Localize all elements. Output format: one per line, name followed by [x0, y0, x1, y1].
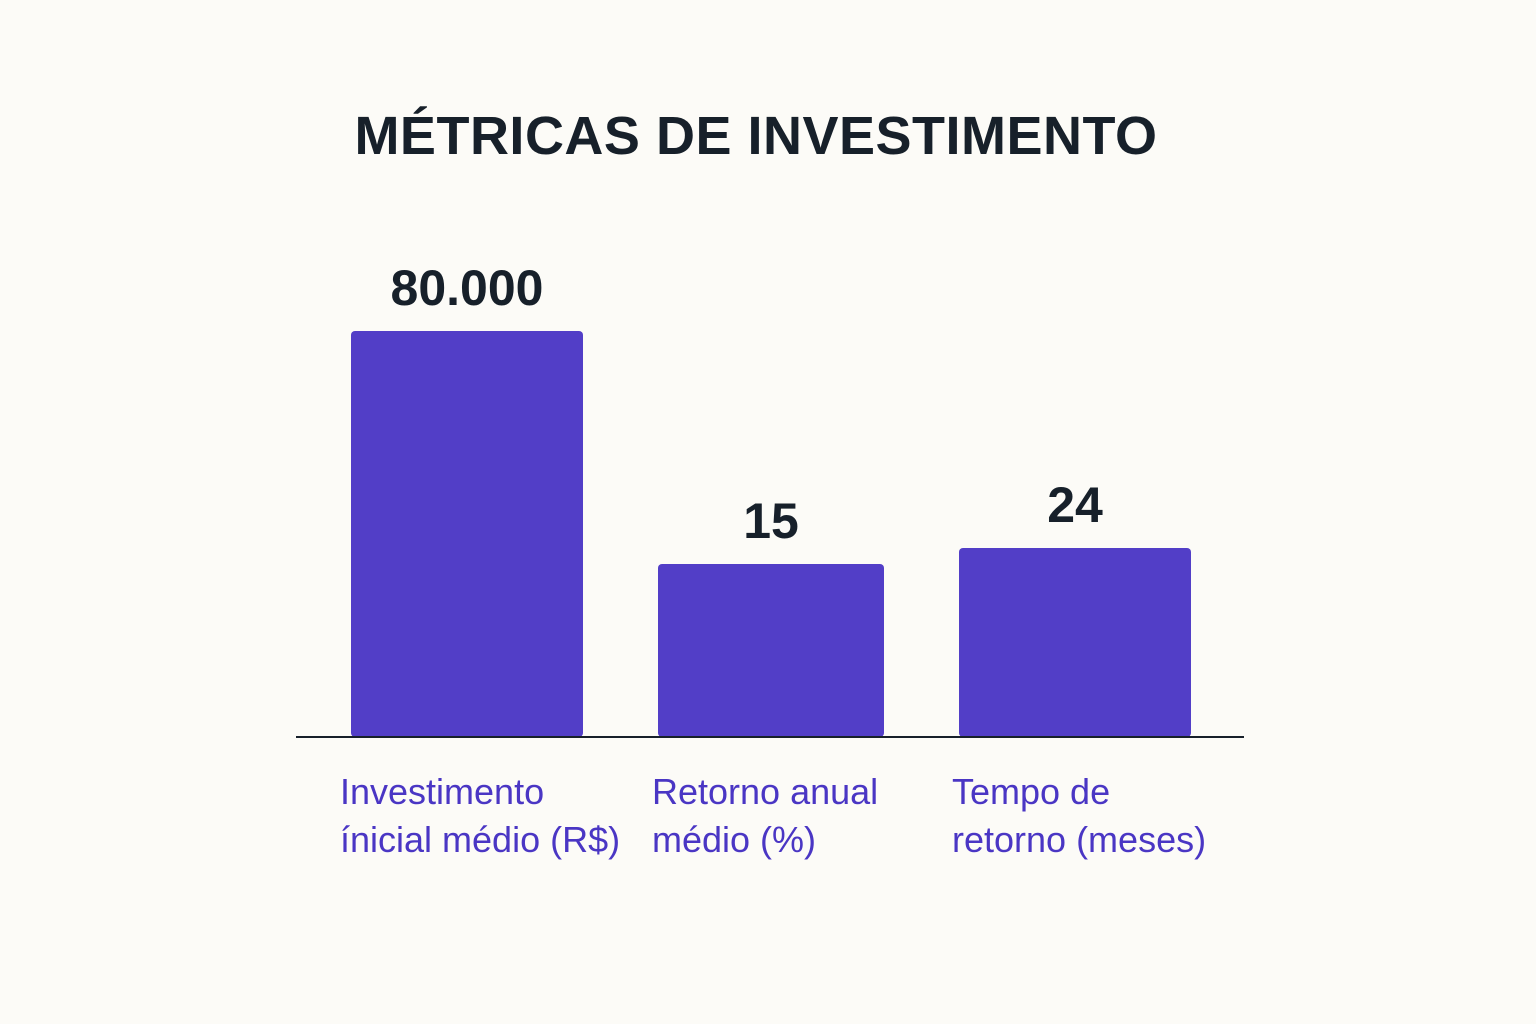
category-label-investimento: Investimento ínicial médio (R$)	[340, 771, 621, 860]
bar-tempo-retorno	[959, 548, 1191, 737]
category-label-tempo-retorno: Tempo de retorno (meses)	[952, 771, 1207, 860]
value-label-retorno-anual: 15	[743, 493, 799, 549]
bars-layer	[351, 331, 1191, 737]
category-label-retorno-anual: Retorno anual médio (%)	[652, 771, 879, 860]
value-labels-layer: 80.000 15 24	[391, 260, 1103, 549]
chart-title: MÉTRICAS DE INVESTIMENTO	[354, 106, 1158, 166]
value-label-investimento: 80.000	[391, 260, 544, 316]
bar-investimento	[351, 331, 583, 737]
value-label-tempo-retorno: 24	[1047, 477, 1103, 533]
bar-retorno-anual	[658, 564, 884, 737]
